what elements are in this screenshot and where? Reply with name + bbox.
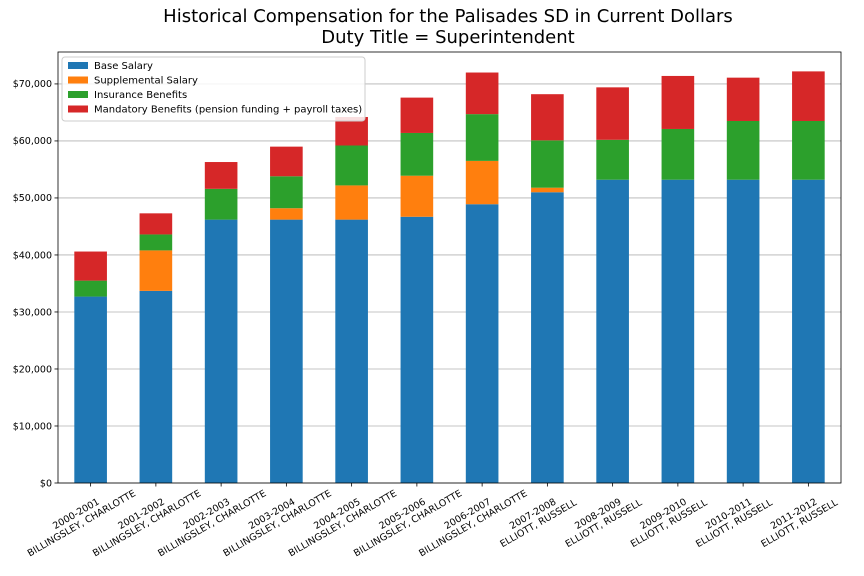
chart-title: Historical Compensation for the Palisade… [0,6,864,48]
bar-segment-insurance-benefits [465,114,499,161]
bar-segment-mandatory-benefits-pension-funding-payroll-taxes [74,251,107,281]
legend-swatch [68,76,88,84]
bar-segment-insurance-benefits [139,234,173,251]
chart-title-line2: Duty Title = Superintendent [321,27,575,48]
bar-segment-mandatory-benefits-pension-funding-payroll-taxes [465,72,499,115]
bar-segment-base-salary [74,296,107,483]
y-tick-label: $40,000 [13,250,52,261]
x-tick-label: 2003-2004BILLINGSLEY, CHARLOTTE [216,479,334,560]
bar-segment-mandatory-benefits-pension-funding-payroll-taxes [139,213,173,235]
bar-segment-mandatory-benefits-pension-funding-payroll-taxes [596,87,629,140]
x-tick-label: 2005-2006BILLINGSLEY, CHARLOTTE [347,479,465,560]
bar-segment-base-salary [465,204,499,483]
bar-segment-base-salary [792,179,825,483]
legend-label: Supplemental Salary [94,76,198,87]
y-tick-label: $70,000 [13,79,52,90]
legend-swatch [68,105,88,113]
legend-box [61,56,366,122]
bar-segment-insurance-benefits [270,176,303,209]
legend-swatch [68,91,88,98]
bar-segment-base-salary [726,179,760,483]
bar-segment-mandatory-benefits-pension-funding-payroll-taxes [792,71,825,121]
x-tick-label: 2000-2001BILLINGSLEY, CHARLOTTE [20,479,138,560]
bar-segment-supplemental-salary [465,160,499,205]
bar-segment-supplemental-salary [270,208,303,220]
bar-segment-base-salary [139,290,173,483]
y-tick-label: $20,000 [13,364,52,375]
bar-segment-base-salary [335,219,368,483]
x-tick-label: 2002-2003BILLINGSLEY, CHARLOTTE [151,479,269,560]
bar-segment-base-salary [596,179,629,483]
y-tick-label: $10,000 [13,421,52,432]
bar-segment-supplemental-salary [400,175,434,217]
bar-segment-base-salary [400,216,434,483]
bar-segment-supplemental-salary [139,250,173,291]
bar-segment-insurance-benefits [400,132,434,176]
chart-title-line1: Historical Compensation for the Palisade… [163,6,733,27]
bar-segment-base-salary [204,219,238,483]
x-tick-label: 2001-2002BILLINGSLEY, CHARLOTTE [86,479,204,560]
x-tick-label: 2004-2005BILLINGSLEY, CHARLOTTE [281,479,399,560]
legend-swatch [68,62,88,69]
bar-segment-base-salary [661,179,695,483]
legend-label: Base Salary [94,61,153,72]
bar-segment-base-salary [531,192,564,483]
bar-segment-mandatory-benefits-pension-funding-payroll-taxes [270,146,303,177]
x-tick-label: 2006-2007BILLINGSLEY, CHARLOTTE [412,479,530,560]
legend-label: Insurance Benefits [94,90,187,101]
y-tick-label: $30,000 [13,307,52,318]
bar-segment-insurance-benefits [596,139,629,180]
bar-segment-insurance-benefits [74,280,107,297]
x-tick-label: 2011-2012ELLIOTT, RUSSELL [754,487,841,550]
bar-segment-base-salary [270,219,303,483]
bar-segment-supplemental-salary [335,185,368,220]
legend-label: Mandatory Benefits (pension funding + pa… [94,105,362,116]
bar-segment-supplemental-salary [531,187,564,193]
y-tick-label: $50,000 [13,193,52,204]
bar-segment-mandatory-benefits-pension-funding-payroll-taxes [531,94,564,141]
bar-segment-mandatory-benefits-pension-funding-payroll-taxes [335,116,368,146]
bar-segment-mandatory-benefits-pension-funding-payroll-taxes [661,75,695,129]
bar-segment-insurance-benefits [531,140,564,188]
plot-frame [57,51,842,484]
y-tick-label: $60,000 [13,136,52,147]
bar-segment-mandatory-benefits-pension-funding-payroll-taxes [204,162,238,189]
bar-segment-insurance-benefits [792,120,825,180]
bar-segment-insurance-benefits [726,120,760,180]
bar-segment-mandatory-benefits-pension-funding-payroll-taxes [726,77,760,121]
bar-segment-insurance-benefits [661,128,695,180]
bar-segment-insurance-benefits [204,188,238,220]
y-tick-label: $0 [40,478,52,489]
bar-segment-mandatory-benefits-pension-funding-payroll-taxes [400,97,434,133]
bar-segment-insurance-benefits [335,145,368,186]
